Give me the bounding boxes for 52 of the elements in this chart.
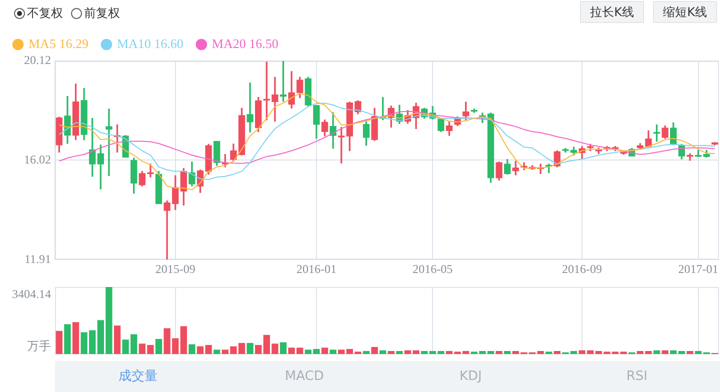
bar [662, 350, 668, 354]
bar [188, 344, 196, 354]
bar [686, 350, 694, 354]
text: KDJ [458, 368, 483, 386]
bar [255, 344, 262, 354]
legend-label: MA5 16.29 [28, 36, 88, 51]
bar [338, 350, 345, 354]
bar [678, 350, 685, 354]
x-tick-label: 2016-01 [296, 262, 336, 276]
bar [396, 350, 403, 354]
x-tick-label: 2017-01 [678, 262, 718, 276]
bar [114, 326, 121, 354]
candlestick [686, 153, 694, 161]
y-tick-label: 16.02 [24, 152, 51, 166]
bar [380, 350, 386, 354]
bar [330, 350, 336, 354]
bar [504, 350, 511, 354]
text: 成交量 [118, 368, 159, 386]
bar [246, 342, 254, 354]
bar [280, 342, 287, 354]
bar [321, 348, 328, 354]
bar [554, 350, 560, 354]
x-tick-label: 2016-05 [412, 262, 453, 276]
text: MACD [284, 368, 325, 386]
legend-label: MA20 16.50 [212, 36, 278, 51]
text: 前复权 [84, 5, 120, 22]
legend-label: MA10 16.60 [116, 36, 184, 51]
candlestick [246, 82, 254, 132]
bar [670, 350, 677, 354]
bar [56, 330, 62, 354]
bar [653, 350, 660, 354]
bar [180, 326, 187, 354]
x-tick-label: 2016-09 [562, 262, 602, 276]
bar [155, 338, 162, 354]
y-tick-label: 20.12 [24, 53, 51, 68]
candlestick [106, 108, 112, 176]
y-axis-title: 万手 [27, 339, 51, 354]
bar [64, 324, 71, 354]
x-tick-label: 2015-09 [155, 262, 196, 276]
text: 3404.14 [12, 287, 51, 302]
text: RSI [625, 368, 648, 386]
bar [421, 350, 428, 354]
bar [388, 350, 394, 354]
bar [362, 350, 370, 354]
text: 不复权 [27, 5, 63, 22]
bar [371, 346, 378, 354]
button: 拉长K线 [580, 1, 644, 23]
y-tick-label: 11.91 [24, 252, 51, 266]
bar [214, 350, 220, 354]
bar [496, 350, 502, 354]
button: 缩短K线 [653, 1, 717, 23]
bar [72, 322, 80, 354]
